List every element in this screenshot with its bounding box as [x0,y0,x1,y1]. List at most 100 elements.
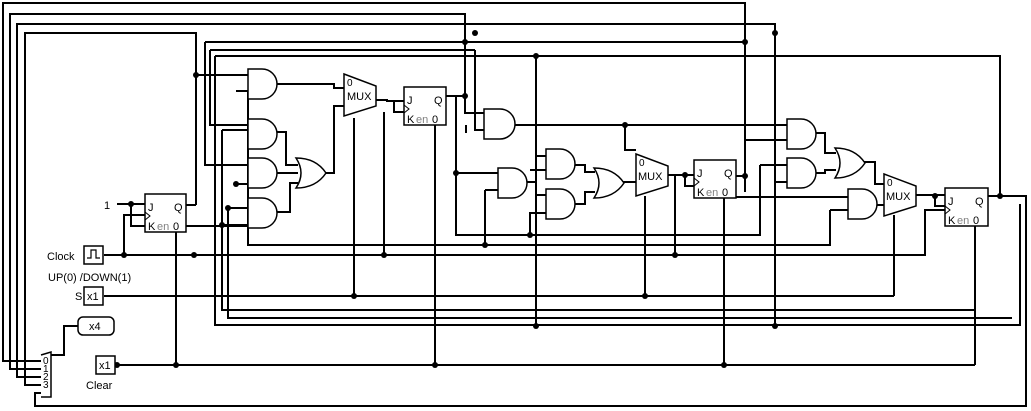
junction-dot [721,362,727,368]
or-gate[interactable] [294,157,327,189]
wire [575,191,595,205]
and-gate[interactable] [497,167,528,199]
constant-one-label: 1 [104,200,110,212]
k-label: K [148,221,156,233]
jk-flipflop-1[interactable]: J Q K en 0 [144,193,187,233]
mux-select-label: 0 [347,78,353,89]
wire [215,55,1001,196]
junction-dot [432,362,438,368]
en-label: en [157,221,169,233]
wire [9,13,466,370]
junction-dot [462,39,468,45]
clock-label: Clock [47,251,75,263]
junction-dot [173,362,179,368]
mux-2[interactable]: 0 MUX [635,152,669,198]
wire [34,195,1027,407]
junction-dot [772,30,778,36]
or-gate[interactable] [592,167,625,199]
mux-3[interactable]: 0 MUX [883,172,917,218]
junction-dot [997,193,1003,199]
zero-label: 0 [432,114,438,126]
clock-triangle [944,205,951,215]
clock-triangle [403,104,410,114]
wire [123,214,145,255]
clear-input-value: x1 [99,360,111,372]
flipflop-body [944,187,989,227]
wire [276,83,344,89]
s-input-value: x1 [87,291,99,303]
wire [104,209,945,256]
wire [624,125,636,151]
j-label: J [148,202,154,214]
flipflop-body [403,86,447,126]
junction-dot [533,323,539,329]
en-label: en [416,114,428,126]
wire [214,56,1021,326]
and-gate[interactable] [786,157,817,189]
wire [815,169,836,174]
wire [325,105,344,174]
clock-triangle [693,177,700,187]
junction-dot [121,252,127,258]
wire [209,50,248,126]
mux-label: MUX [886,191,911,203]
wire [525,181,546,196]
junction-dot [932,193,938,199]
junction-dot [482,242,488,248]
junction-dot [453,170,459,176]
flipflop-body [693,159,737,199]
and-gate[interactable] [847,188,878,220]
j-label: J [697,168,703,180]
en-label: en [957,215,969,227]
clear-input-box [95,355,116,375]
clear-input[interactable]: x1 [95,355,116,375]
clock-wave-icon [87,249,100,259]
and-gate[interactable] [483,108,516,140]
clock-input[interactable] [83,245,104,265]
wire [51,325,78,356]
and-gate[interactable] [247,118,278,150]
and-gate[interactable] [786,118,817,150]
and-gate[interactable] [545,148,576,180]
wire [535,56,546,157]
mux-body [343,72,377,118]
junction-dot [472,30,478,36]
clear-label: Clear [86,380,113,392]
flipflop-body [144,193,187,233]
junction-dot [742,173,748,179]
and-gate[interactable] [247,197,278,229]
and-gate[interactable] [247,68,278,100]
mux-select-label: 0 [887,178,893,189]
jk-flipflop-4[interactable]: J Q K en 0 [944,187,989,227]
jk-flipflop-2[interactable]: J Q K en 0 [403,86,447,126]
wire [236,90,831,246]
mux-body [883,172,917,218]
s-input-box [83,286,104,306]
clock-box [83,245,104,265]
zero-label: 0 [973,215,979,227]
q-label: Q [724,168,733,180]
j-label: J [407,95,413,107]
junction-dot [742,39,748,45]
bus-output[interactable]: x4 [77,316,115,336]
wire [393,101,404,113]
bus-output-value: x4 [89,321,101,333]
wire [474,50,484,131]
and-gate[interactable] [247,157,278,189]
junction-dot [642,293,648,299]
and-gate[interactable] [545,188,576,220]
wire [530,165,761,236]
or-gate[interactable] [833,147,866,179]
clock-triangle [144,211,151,221]
s-input[interactable]: x1 [83,286,104,306]
jk-flipflop-3[interactable]: J Q K en 0 [693,159,737,199]
junction-dot [233,181,239,187]
junction-dot [193,72,199,78]
splitter-body [40,350,52,398]
mux-1[interactable]: 0 MUX [343,72,377,118]
gates [247,68,878,229]
splitter[interactable]: 0 1 2 3 [40,350,52,398]
zero-label: 0 [722,187,728,199]
